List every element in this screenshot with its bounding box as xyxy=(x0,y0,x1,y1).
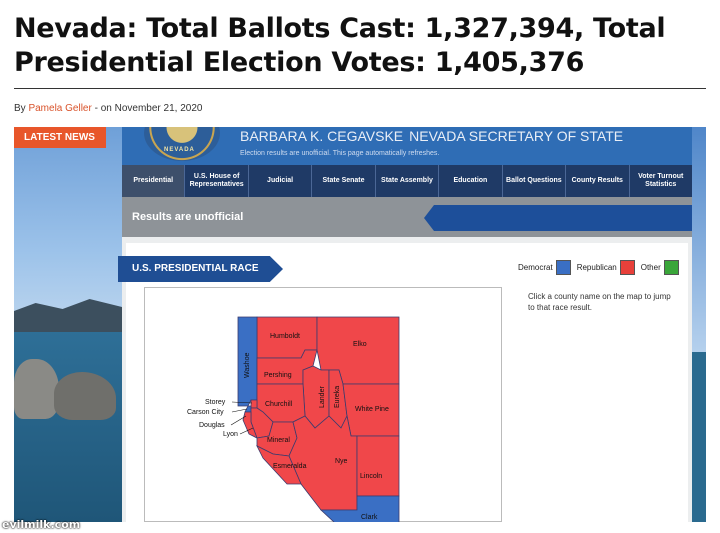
byline: By Pamela Geller - on November 21, 2020 xyxy=(14,103,202,114)
legend-other-label: Other xyxy=(640,263,661,272)
party-legend: Democrat Republican Other xyxy=(518,260,685,275)
nav-state-assembly[interactable]: State Assembly xyxy=(376,165,440,197)
leader-lyon xyxy=(239,427,254,435)
nav-state-senate[interactable]: State Senate xyxy=(312,165,376,197)
background-rock xyxy=(54,372,116,420)
nevada-county-map: Humboldt Elko Pershing Churchill White P… xyxy=(144,287,502,522)
secretary-name: BARBARA K. CEGAVSKE xyxy=(240,128,404,144)
results-status-bar: Results are unofficial xyxy=(122,197,692,237)
label-washoe[interactable]: Washoe xyxy=(244,352,251,378)
nav-judicial[interactable]: Judicial xyxy=(249,165,313,197)
leader-storey xyxy=(231,401,253,404)
secretary-role: NEVADA SECRETARY OF STATE xyxy=(409,128,624,144)
county-esmeralda[interactable] xyxy=(256,445,302,485)
leader-carson-city xyxy=(231,408,248,413)
embedded-screenshot: LATEST NEWS NEVADA BARBARA K. CEGAVSKE NE… xyxy=(14,127,706,522)
nav-voter-turnout[interactable]: Voter Turnout Statistics xyxy=(638,173,684,188)
race-title: U.S. PRESIDENTIAL RACE xyxy=(118,256,283,282)
article-headline: Nevada: Total Ballots Cast: 1,327,394, T… xyxy=(14,13,666,78)
byline-prefix: By xyxy=(14,103,29,114)
refresh-note: Election results are unofficial. This pa… xyxy=(240,150,440,157)
race-nav: Presidential U.S. House of Representativ… xyxy=(122,165,692,197)
label-lander[interactable]: Lander xyxy=(319,386,326,408)
label-douglas[interactable]: Douglas xyxy=(199,422,225,429)
headline-divider xyxy=(14,88,706,89)
publish-date: November 21, 2020 xyxy=(114,103,203,114)
label-nye[interactable]: Nye xyxy=(335,458,348,465)
nav-us-house[interactable]: U.S. House of Representatives xyxy=(185,165,249,197)
label-eureka[interactable]: Eureka xyxy=(334,386,341,408)
county-clark[interactable] xyxy=(319,495,400,522)
label-churchill[interactable]: Churchill xyxy=(265,401,293,408)
legend-republican-swatch xyxy=(619,260,635,275)
label-mineral[interactable]: Mineral xyxy=(267,437,290,444)
map-instructions: Click a county name on the map to jump t… xyxy=(528,292,671,312)
results-unofficial-label: Results are unofficial xyxy=(132,211,244,223)
byline-separator: - on xyxy=(91,103,115,114)
leader-douglas xyxy=(230,415,247,426)
background-lake-right xyxy=(692,352,706,522)
watermark: evilmilk.com xyxy=(2,518,81,531)
label-white-pine[interactable]: White Pine xyxy=(355,406,389,413)
legend-democrat-label: Democrat xyxy=(518,263,553,272)
nv-sos-site: NEVADA BARBARA K. CEGAVSKE NEVADA SECRETA… xyxy=(118,127,692,522)
legend-republican-label: Republican xyxy=(576,263,617,272)
author-link[interactable]: Pamela Geller xyxy=(28,103,92,114)
secretary-title: BARBARA K. CEGAVSKE NEVADA SECRETARY OF S… xyxy=(240,128,623,144)
label-lyon[interactable]: Lyon xyxy=(223,431,238,438)
label-elko[interactable]: Elko xyxy=(353,341,367,348)
label-lincoln[interactable]: Lincoln xyxy=(360,473,382,480)
label-carson-city[interactable]: Carson City xyxy=(187,409,224,416)
label-clark[interactable]: Clark xyxy=(361,514,378,521)
seal-text: NEVADA xyxy=(164,147,195,153)
site-header: NEVADA BARBARA K. CEGAVSKE NEVADA SECRETA… xyxy=(122,127,692,165)
nav-county-results[interactable]: County Results xyxy=(566,165,630,197)
legend-democrat-swatch xyxy=(555,260,571,275)
background-rock xyxy=(14,359,59,419)
legend-other-swatch xyxy=(663,260,679,275)
latest-news-badge[interactable]: LATEST NEWS xyxy=(14,127,106,148)
background-sky-right xyxy=(692,127,706,357)
county-map-svg: Humboldt Elko Pershing Churchill White P… xyxy=(187,316,400,522)
nevada-seal-icon xyxy=(144,127,220,161)
county-lincoln[interactable] xyxy=(356,435,400,497)
nav-presidential[interactable]: Presidential xyxy=(122,165,186,197)
race-panel: U.S. PRESIDENTIAL RACE Democrat Republic… xyxy=(118,243,688,522)
content-area: U.S. PRESIDENTIAL RACE Democrat Republic… xyxy=(118,237,692,522)
label-humboldt[interactable]: Humboldt xyxy=(270,333,300,340)
label-pershing[interactable]: Pershing xyxy=(264,372,292,379)
results-arrow-banner xyxy=(424,205,692,231)
nav-education[interactable]: Education xyxy=(439,165,503,197)
label-storey[interactable]: Storey xyxy=(205,399,226,406)
nav-ballot-questions[interactable]: Ballot Questions xyxy=(503,165,567,197)
county-storey[interactable] xyxy=(250,399,258,409)
label-esmeralda[interactable]: Esmeralda xyxy=(273,463,307,470)
